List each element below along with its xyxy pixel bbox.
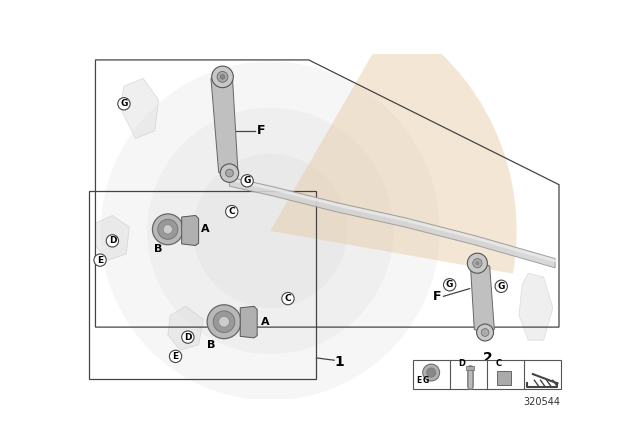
Text: G: G <box>422 376 429 385</box>
Text: 1: 1 <box>335 355 344 369</box>
Polygon shape <box>182 215 198 246</box>
Text: E: E <box>172 352 179 361</box>
Polygon shape <box>95 215 129 260</box>
Circle shape <box>94 254 106 266</box>
Circle shape <box>282 293 294 305</box>
Circle shape <box>158 220 178 239</box>
Text: D: D <box>109 237 116 246</box>
Text: B: B <box>154 244 163 254</box>
Text: 320544: 320544 <box>524 397 561 407</box>
Circle shape <box>477 324 493 341</box>
Wedge shape <box>270 17 516 274</box>
Text: E: E <box>416 376 421 385</box>
Polygon shape <box>497 371 511 385</box>
Circle shape <box>170 350 182 362</box>
Circle shape <box>207 305 241 339</box>
Text: C: C <box>228 207 235 216</box>
Polygon shape <box>519 273 553 340</box>
Circle shape <box>118 98 130 110</box>
Polygon shape <box>211 75 238 176</box>
Text: G: G <box>243 177 251 185</box>
Polygon shape <box>120 78 159 138</box>
Circle shape <box>101 61 440 400</box>
Polygon shape <box>470 262 494 333</box>
Circle shape <box>467 253 488 273</box>
Text: F: F <box>257 124 265 137</box>
Text: G: G <box>497 282 505 291</box>
Circle shape <box>422 364 440 381</box>
Text: 2: 2 <box>483 351 492 365</box>
Circle shape <box>220 164 239 182</box>
Circle shape <box>106 235 118 247</box>
Polygon shape <box>168 306 204 350</box>
Circle shape <box>444 279 456 291</box>
Circle shape <box>213 311 235 332</box>
Text: A: A <box>201 224 210 234</box>
Circle shape <box>212 66 234 88</box>
Circle shape <box>225 206 238 218</box>
Circle shape <box>495 280 508 293</box>
Polygon shape <box>230 177 555 268</box>
Text: B: B <box>207 340 215 350</box>
Circle shape <box>220 74 225 79</box>
Text: E: E <box>97 256 103 265</box>
Circle shape <box>163 225 172 234</box>
Circle shape <box>473 258 482 268</box>
Circle shape <box>217 72 228 82</box>
Text: D: D <box>458 359 465 368</box>
Polygon shape <box>466 366 474 370</box>
Circle shape <box>427 368 436 377</box>
Text: D: D <box>184 332 191 342</box>
Text: C: C <box>496 359 502 368</box>
Text: A: A <box>260 317 269 327</box>
Text: C: C <box>285 294 291 303</box>
Text: G: G <box>446 280 453 289</box>
Text: G: G <box>120 99 127 108</box>
Circle shape <box>193 154 348 308</box>
Circle shape <box>241 175 253 187</box>
Circle shape <box>225 169 234 177</box>
Circle shape <box>481 329 489 336</box>
Circle shape <box>152 214 183 245</box>
Circle shape <box>476 261 479 265</box>
Polygon shape <box>240 306 257 338</box>
Text: F: F <box>433 290 442 303</box>
Circle shape <box>219 316 230 327</box>
Circle shape <box>147 108 394 354</box>
Circle shape <box>182 331 194 343</box>
Polygon shape <box>413 360 561 389</box>
